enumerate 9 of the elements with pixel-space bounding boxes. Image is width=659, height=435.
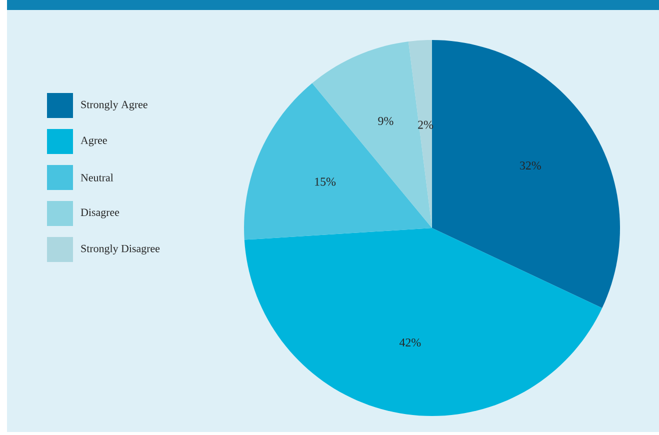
data-label: 32% [520, 161, 541, 170]
legend-label: Strongly Disagree [81, 244, 160, 254]
legend-label: Neutral [80, 174, 114, 182]
data-label: 42% [399, 338, 421, 347]
legend-label: Strongly Agree [81, 100, 148, 110]
data-label: 15% [315, 178, 336, 186]
legend-label: Disagree [80, 208, 120, 218]
data-label: 9% [378, 116, 394, 126]
legend-label: Agree [80, 136, 107, 146]
